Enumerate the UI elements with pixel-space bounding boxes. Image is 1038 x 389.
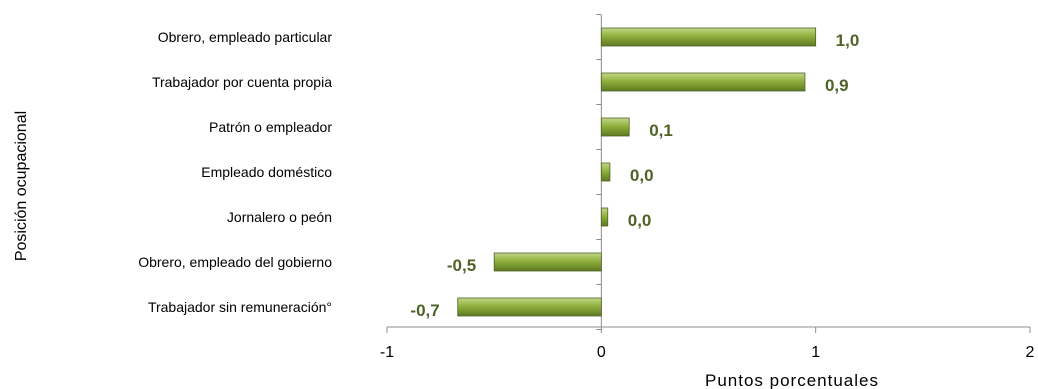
- bar: [600, 162, 611, 182]
- bar: [600, 117, 630, 137]
- bar: [457, 297, 602, 317]
- axes: -1 0 1 2: [380, 14, 1035, 361]
- category-label: Trabajador sin remuneración°: [148, 299, 332, 315]
- category-label: Obrero, empleado del gobierno: [138, 254, 332, 270]
- x-tick-label: 2: [1026, 344, 1035, 361]
- x-tick-label: 0: [597, 344, 606, 361]
- data-label: 1,0: [836, 31, 860, 50]
- category-label: Empleado doméstico: [201, 164, 332, 180]
- data-label: 0,0: [628, 211, 652, 230]
- category-label: Obrero, empleado particular: [158, 29, 333, 45]
- y-axis-title: Posición ocupacional: [13, 111, 30, 261]
- data-label: -0,7: [410, 301, 439, 320]
- bar: [493, 252, 602, 272]
- bar: [600, 72, 806, 92]
- category-label: Patrón o empleador: [209, 119, 332, 135]
- bar: [600, 27, 817, 47]
- bars: [457, 27, 817, 317]
- bar: [600, 207, 609, 227]
- data-label: 0,1: [649, 121, 673, 140]
- data-label: 0,0: [630, 166, 654, 185]
- data-label: 0,9: [825, 76, 849, 95]
- category-label: Trabajador por cuenta propia: [152, 74, 332, 90]
- data-label: -0,5: [447, 256, 476, 275]
- x-tick-label: 1: [811, 344, 820, 361]
- category-label: Jornalero o peón: [227, 209, 332, 225]
- x-axis-title: Puntos porcentuales: [705, 371, 879, 389]
- x-tick-label: -1: [380, 344, 394, 361]
- labels: Obrero, empleado particular 1,0 Trabajador…: [138, 29, 859, 320]
